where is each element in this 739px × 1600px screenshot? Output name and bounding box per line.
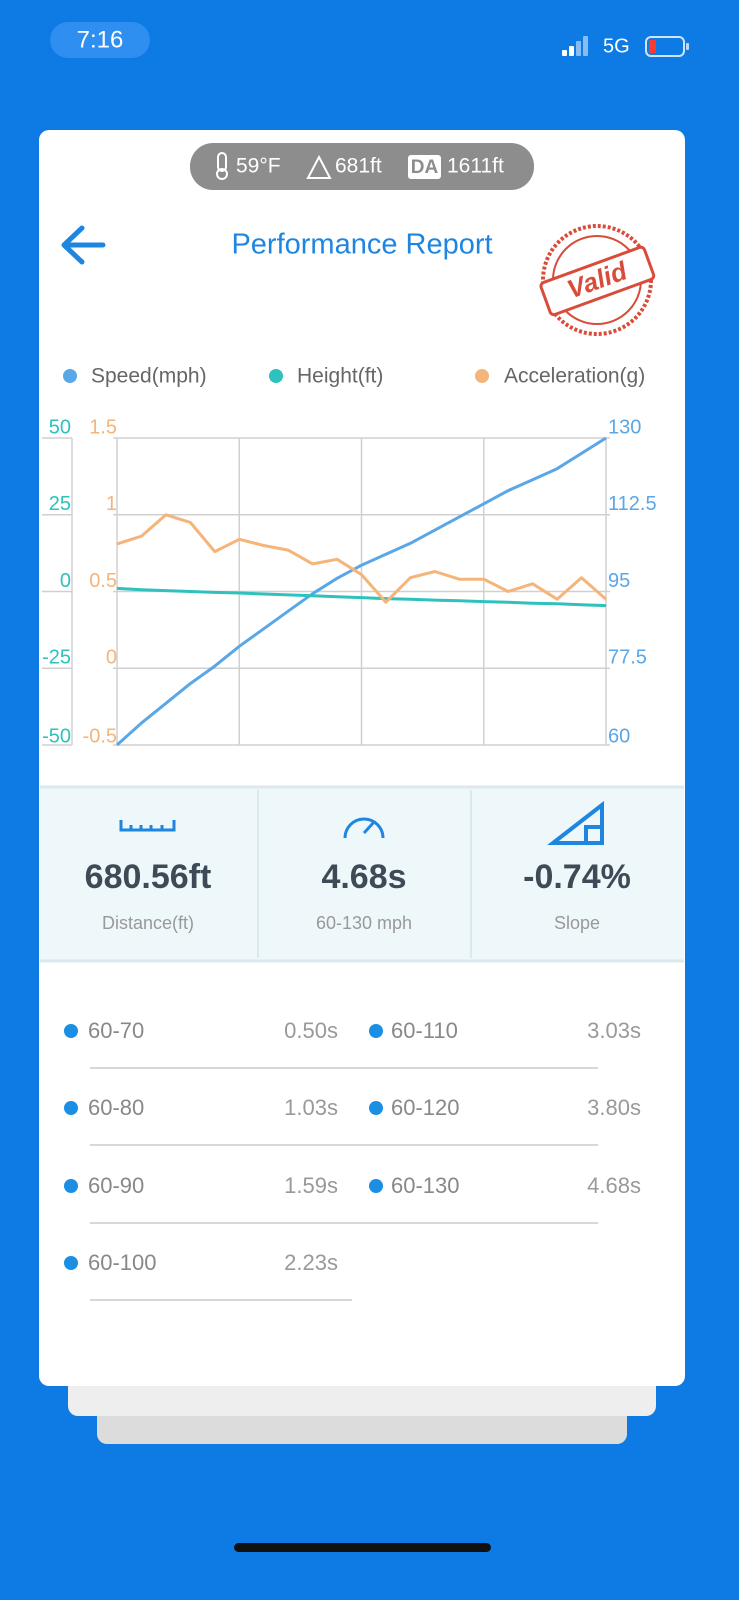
y-tick-label: 25 bbox=[49, 493, 71, 515]
y3-tick-label: 1.5 bbox=[89, 416, 117, 438]
split-range: 60-100 bbox=[88, 1250, 157, 1275]
split-dot bbox=[369, 1024, 383, 1038]
legend-label: Acceleration(g) bbox=[504, 365, 645, 388]
split-range: 60-80 bbox=[88, 1095, 144, 1120]
split-time: 1.59s bbox=[284, 1173, 338, 1198]
split-range: 60-120 bbox=[391, 1095, 460, 1120]
da-badge bbox=[408, 155, 441, 179]
y-tick-label: -50 bbox=[42, 725, 71, 747]
conditions-pill bbox=[190, 143, 534, 190]
y3-tick-label: 1 bbox=[106, 493, 117, 515]
network: 5G bbox=[603, 35, 630, 57]
series-line bbox=[116, 513, 607, 604]
legend-label: Speed(mph) bbox=[91, 365, 207, 388]
battery-icon bbox=[645, 36, 689, 57]
clock: 7:16 bbox=[77, 26, 124, 53]
legend-label: Height(ft) bbox=[297, 365, 383, 388]
y2-tick-label: 60 bbox=[608, 725, 630, 747]
split-dot bbox=[64, 1256, 78, 1270]
y2-tick-label: 95 bbox=[608, 570, 630, 592]
series-line bbox=[115, 436, 607, 747]
legend-dot bbox=[475, 369, 489, 383]
series-line bbox=[116, 586, 607, 608]
thermometer-icon bbox=[216, 152, 228, 180]
split-time: 3.80s bbox=[587, 1095, 641, 1120]
split-time: 4.68s bbox=[587, 1173, 641, 1198]
split-time: 3.03s bbox=[587, 1018, 641, 1043]
back-button[interactable] bbox=[61, 225, 106, 265]
split-dot bbox=[64, 1179, 78, 1193]
split-dot bbox=[64, 1024, 78, 1038]
time-pill bbox=[50, 22, 150, 58]
slope-icon bbox=[547, 800, 604, 845]
card bbox=[39, 130, 685, 1386]
stat-label: Distance(ft) bbox=[102, 913, 194, 933]
stat-value: 4.68s bbox=[321, 858, 406, 896]
split-range: 60-90 bbox=[88, 1173, 144, 1198]
signal-icon bbox=[562, 36, 588, 56]
ruler-icon bbox=[119, 820, 176, 832]
legend-dot bbox=[269, 369, 283, 383]
y2-tick-label: 130 bbox=[608, 416, 641, 438]
y-tick-label: 0 bbox=[60, 570, 71, 592]
split-range: 60-130 bbox=[391, 1173, 460, 1198]
y3-tick-label: -0.5 bbox=[83, 725, 117, 747]
stat-label: Slope bbox=[554, 913, 600, 933]
density-altitude: 1611ft bbox=[447, 155, 504, 178]
y-tick-label: -25 bbox=[42, 647, 71, 669]
split-time: 2.23s bbox=[284, 1250, 338, 1275]
stat-value: -0.74% bbox=[523, 858, 631, 896]
split-range: 60-110 bbox=[391, 1018, 458, 1043]
split-dot bbox=[64, 1101, 78, 1115]
stat-value: 680.56ft bbox=[85, 858, 212, 896]
stats-panel bbox=[40, 787, 684, 961]
mountain-icon bbox=[306, 154, 332, 179]
split-time: 1.03s bbox=[284, 1095, 338, 1120]
y3-tick-label: 0.5 bbox=[89, 570, 117, 592]
y2-tick-label: 77.5 bbox=[608, 647, 647, 669]
page-title: Performance Report bbox=[231, 229, 492, 261]
da-label: DA bbox=[411, 157, 439, 178]
split-time: 0.50s bbox=[284, 1018, 338, 1043]
y3-tick-label: 0 bbox=[106, 647, 117, 669]
y2-tick-label: 112.5 bbox=[608, 493, 657, 515]
legend-dot bbox=[63, 369, 77, 383]
stat-label: 60-130 mph bbox=[316, 913, 412, 933]
split-range: 60-70 bbox=[88, 1018, 144, 1043]
altitude: 681ft bbox=[335, 155, 382, 178]
chart: Speed(mph) Height(ft) Acceleration(g) -50 -2… bbox=[42, 365, 657, 747]
split-dot bbox=[369, 1101, 383, 1115]
temperature: 59°F bbox=[236, 155, 281, 178]
gauge-icon bbox=[343, 817, 385, 839]
split-dot bbox=[369, 1179, 383, 1193]
y-tick-label: 50 bbox=[49, 416, 71, 438]
home-indicator bbox=[234, 1543, 491, 1552]
